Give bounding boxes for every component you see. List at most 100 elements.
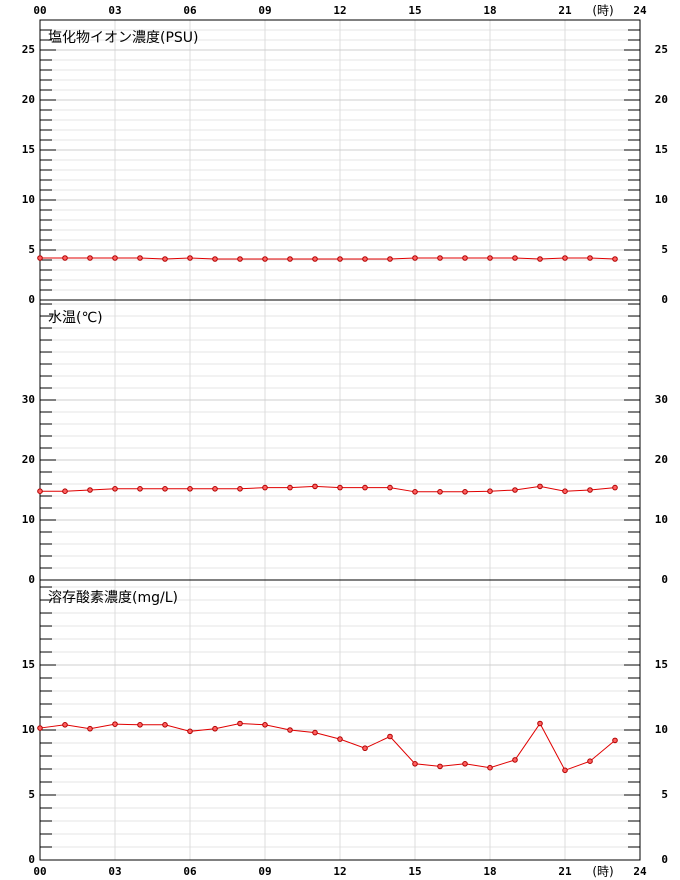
data-point (462, 761, 468, 767)
x-tick-label: 12 (333, 4, 346, 17)
panel-title: 水温(℃) (48, 310, 103, 326)
data-point (487, 764, 493, 771)
x-tick-label: 15 (408, 4, 421, 17)
data-point (162, 256, 168, 262)
panel-title: 塩化物イオン濃度(PSU) (48, 30, 199, 46)
y-tick-label: 10 (655, 723, 668, 736)
data-point (137, 255, 143, 261)
data-point (587, 487, 593, 493)
y-tick-label: 0 (28, 293, 35, 306)
x-tick-label: 06 (183, 4, 197, 17)
data-point (137, 722, 143, 728)
y-tick-label: 10 (22, 723, 35, 736)
y-tick-label: 20 (22, 93, 35, 106)
data-point (337, 484, 343, 491)
y-tick-label: 15 (655, 658, 668, 671)
data-point (312, 483, 318, 490)
x-tick-label: 24 (633, 4, 647, 17)
data-point (537, 483, 543, 490)
data-point (187, 728, 193, 735)
data-point (287, 484, 293, 491)
x-tick-label: 00 (33, 865, 46, 878)
data-point (562, 767, 568, 774)
y-tick-label: 10 (22, 193, 35, 206)
panel-title: 溶存酸素濃度(mg/L) (48, 590, 178, 606)
y-tick-label: 5 (661, 243, 668, 256)
data-point (62, 722, 68, 728)
data-point (187, 255, 193, 261)
data-point (162, 722, 168, 728)
y-tick-label: 5 (661, 788, 668, 801)
data-point (312, 256, 318, 262)
data-point (362, 256, 368, 262)
data-point (512, 255, 518, 261)
x-tick-label: 15 (408, 865, 421, 878)
series-line (40, 485, 616, 493)
data-point (237, 256, 243, 262)
data-point (462, 255, 468, 261)
data-point (437, 489, 443, 495)
data-point (512, 487, 518, 493)
data-point (212, 486, 218, 492)
data-point (487, 255, 493, 261)
x-tick-label: 18 (483, 865, 496, 878)
data-point (262, 256, 268, 262)
y-tick-label: 0 (661, 853, 668, 866)
y-tick-label: 25 (655, 43, 668, 56)
y-tick-label: 5 (28, 243, 35, 256)
x-tick-label: 21 (558, 4, 572, 17)
data-point (62, 255, 68, 261)
data-point (612, 484, 618, 491)
data-point (112, 486, 118, 492)
data-point (612, 737, 618, 744)
x-tick-label: 12 (333, 865, 346, 878)
x-tick-label: 18 (483, 4, 496, 17)
x-tick-label: 21 (558, 865, 572, 878)
data-point (562, 488, 568, 495)
y-tick-label: 0 (661, 573, 668, 586)
y-tick-label: 25 (22, 43, 35, 56)
series-line (39, 722, 616, 771)
data-point (362, 745, 368, 752)
data-point (337, 736, 343, 742)
data-point (512, 757, 518, 763)
x-tick-label: 03 (108, 4, 121, 17)
data-point (212, 256, 218, 262)
y-tick-label: 20 (655, 93, 668, 106)
x-tick-label: 09 (258, 4, 271, 17)
data-point (112, 255, 118, 261)
data-point (287, 727, 293, 733)
y-tick-label: 0 (28, 853, 35, 866)
y-tick-label: 0 (28, 573, 35, 586)
y-tick-label: 10 (655, 513, 668, 526)
data-point (387, 733, 393, 740)
x-tick-label: 24 (633, 865, 647, 878)
data-point (412, 255, 418, 261)
data-point (62, 488, 68, 495)
data-point (337, 256, 343, 262)
x-axis-label: (時) (592, 865, 613, 879)
data-point (487, 488, 493, 495)
data-point (612, 256, 618, 262)
y-tick-label: 15 (22, 658, 35, 671)
y-tick-label: 30 (655, 393, 668, 406)
data-point (387, 256, 393, 262)
series-line (40, 257, 616, 260)
data-point (312, 729, 318, 736)
y-tick-label: 15 (655, 143, 668, 156)
data-point (112, 721, 118, 727)
y-tick-label: 15 (22, 143, 35, 156)
data-point (387, 484, 393, 491)
data-point (187, 486, 193, 492)
data-point (412, 761, 418, 767)
data-point (262, 484, 268, 491)
data-point (87, 725, 93, 732)
x-tick-label: 00 (33, 4, 46, 17)
data-point (462, 489, 468, 495)
data-point (437, 763, 443, 770)
y-tick-label: 20 (22, 453, 35, 466)
data-point (587, 255, 593, 261)
x-tick-label: 09 (258, 865, 271, 878)
y-tick-label: 20 (655, 453, 668, 466)
